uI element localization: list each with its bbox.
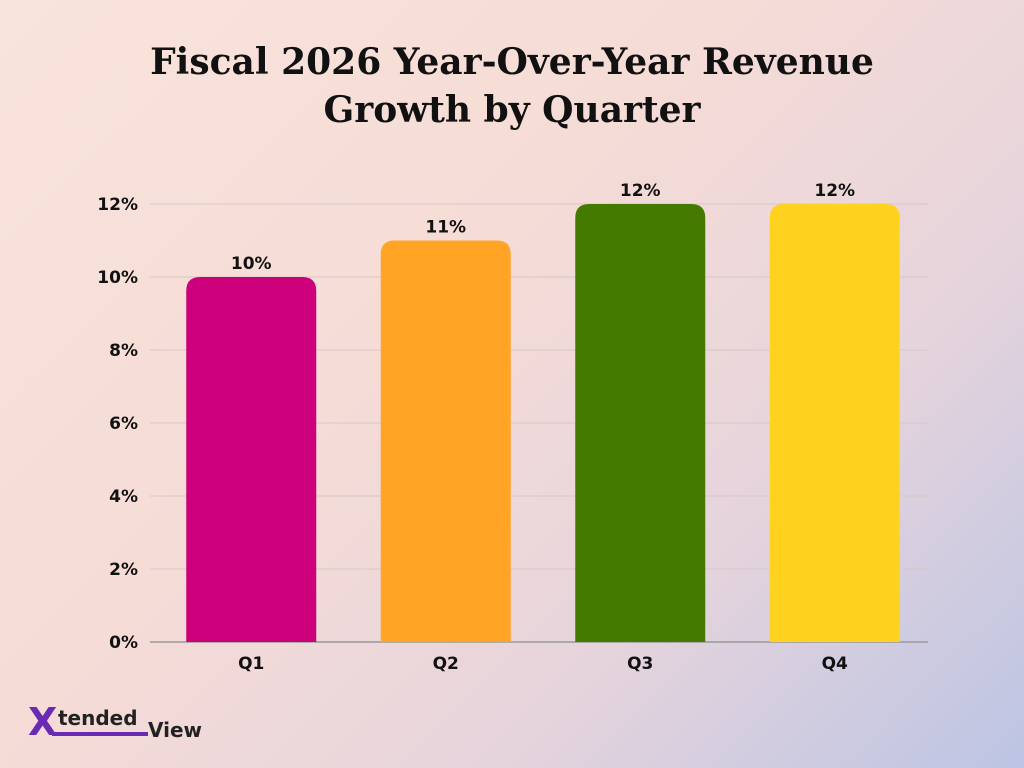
y-tick-label: 12%: [97, 195, 138, 215]
logo-x-mark: X: [28, 700, 58, 744]
chart-title: Fiscal 2026 Year-Over-Year Revenue Growt…: [0, 38, 1024, 134]
bar-q4: [769, 204, 900, 642]
y-tick-label: 6%: [109, 414, 138, 434]
logo-text-view: View: [148, 718, 203, 742]
y-tick-label: 10%: [97, 268, 138, 288]
chart-title-line-1: Fiscal 2026 Year-Over-Year Revenue: [150, 41, 874, 83]
bar-value-label: 11%: [425, 218, 466, 238]
y-tick-label: 2%: [109, 560, 138, 580]
x-tick-label: Q4: [822, 654, 848, 674]
logo-text-tended: tended: [58, 706, 138, 730]
x-tick-label: Q1: [238, 654, 264, 674]
bar-q3: [575, 204, 706, 642]
bar-value-label: 12%: [620, 181, 661, 201]
y-tick-label: 8%: [109, 341, 138, 361]
chart-title-line-2: Growth by Quarter: [323, 89, 701, 131]
y-tick-label: 0%: [109, 633, 138, 653]
bar-value-label: 12%: [814, 181, 855, 201]
bar-q2: [380, 240, 511, 642]
x-tick-label: Q3: [627, 654, 653, 674]
xtendedview-logo: X tended View: [28, 702, 228, 748]
bar-q1: [186, 277, 317, 642]
bar-value-label: 10%: [231, 254, 272, 274]
y-tick-label: 4%: [109, 487, 138, 507]
logo-underline: [52, 732, 148, 736]
x-tick-label: Q2: [433, 654, 459, 674]
